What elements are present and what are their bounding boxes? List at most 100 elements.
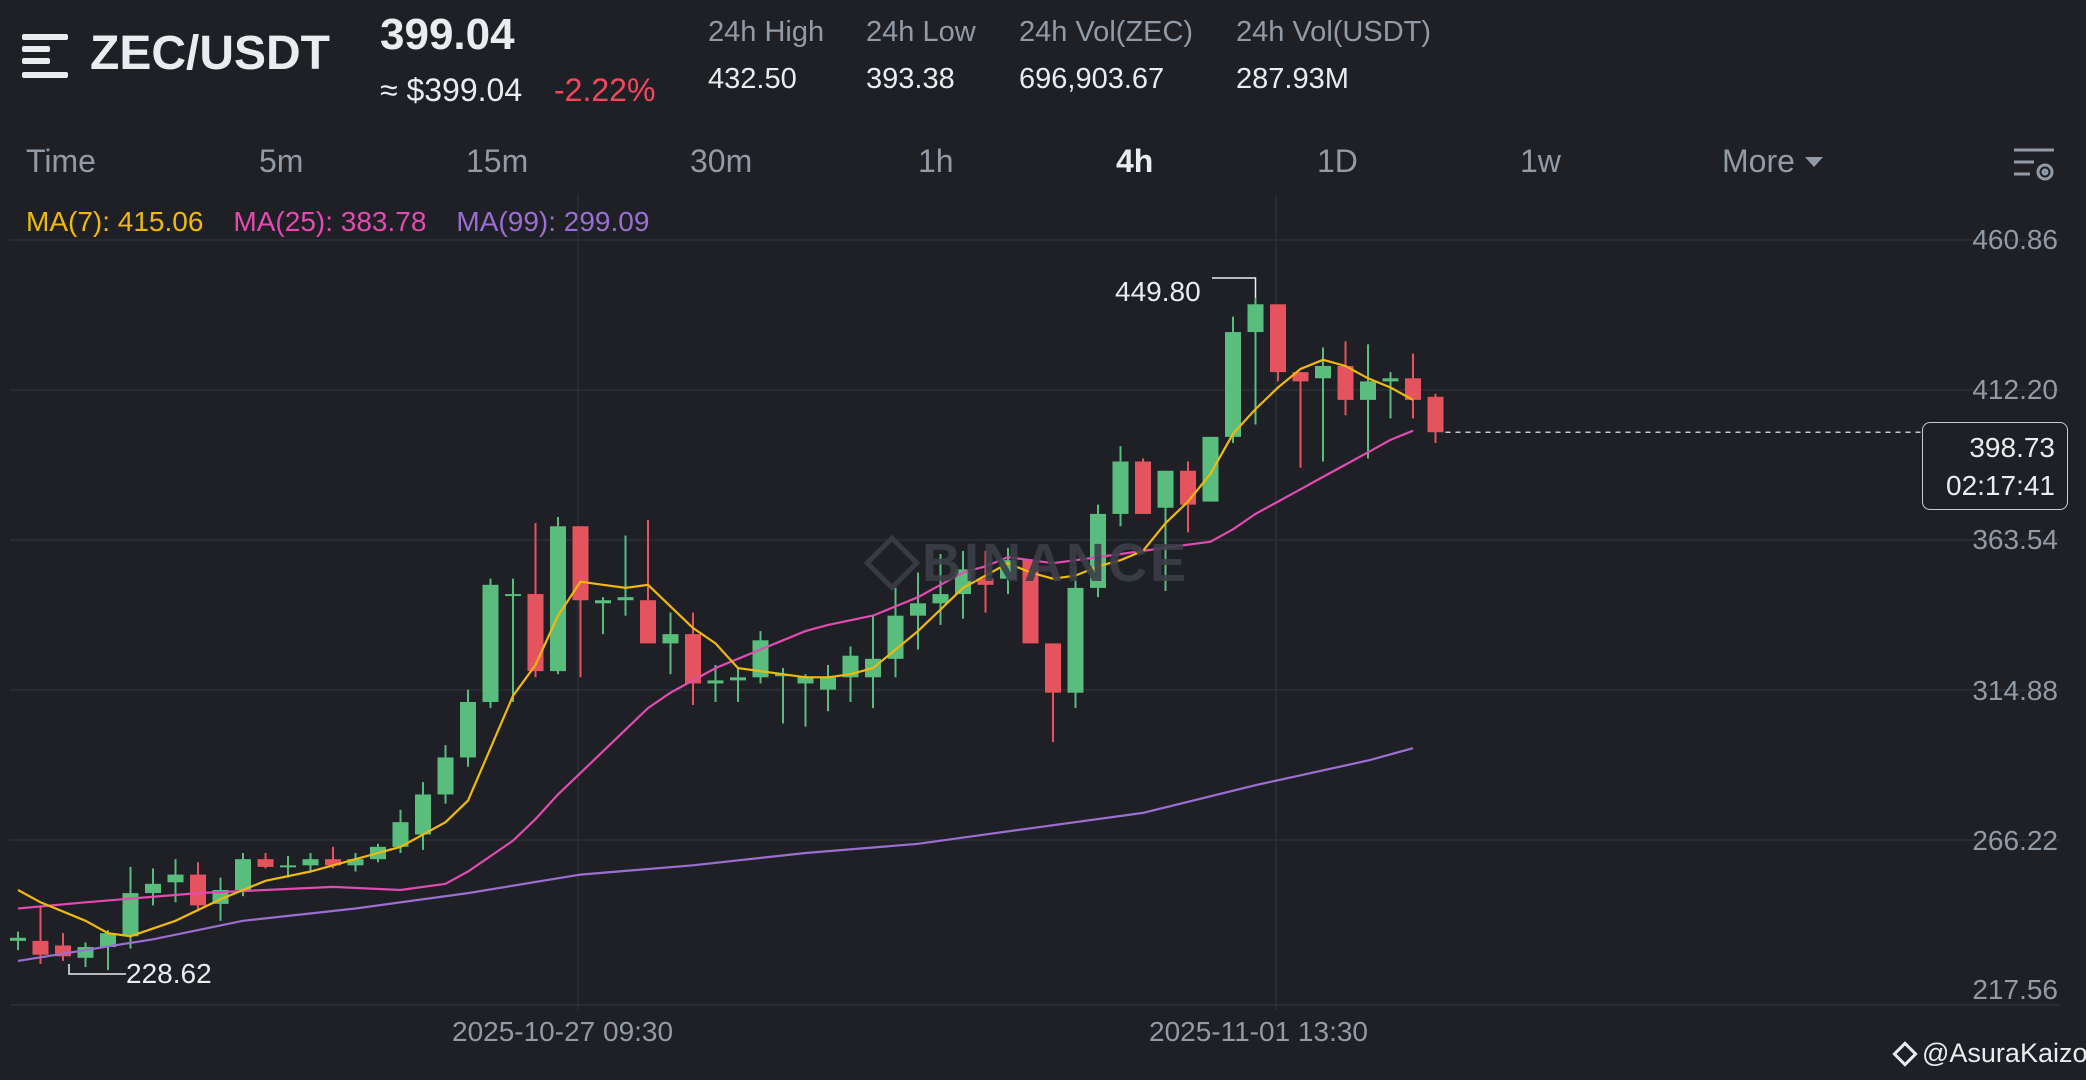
candle-body: [10, 937, 26, 941]
stat-label: 24h High: [708, 16, 825, 48]
candle-body: [910, 603, 926, 616]
ma99-label: MA(99): 299.09: [456, 206, 650, 237]
binance-logo-icon: [863, 534, 921, 592]
candle-body: [302, 859, 319, 866]
candle-body: [1135, 461, 1151, 514]
price-change: -2.22%: [554, 72, 656, 108]
candles: [10, 298, 1444, 971]
candle-body: [122, 893, 139, 937]
candle-body: [1067, 587, 1084, 693]
moving-averages: [17, 358, 1414, 962]
candle-body: [977, 578, 994, 585]
candle-body: [347, 859, 364, 866]
candle-body: [1225, 332, 1241, 437]
candle-body: [1045, 643, 1061, 693]
candle-body: [415, 794, 431, 835]
candle-body: [932, 594, 949, 604]
last-price-value: 398.73: [1969, 432, 2055, 463]
candle-body: [280, 865, 296, 868]
candle-body: [820, 677, 836, 690]
price-tick: 412.20: [1972, 374, 2058, 405]
stat-value: 287.93M: [1236, 63, 1349, 95]
candle-body: [1180, 470, 1196, 505]
tab-5m[interactable]: 5m: [259, 143, 304, 179]
credit: @AsuraKaizo: [1892, 1038, 2086, 1069]
candle-body: [617, 597, 634, 601]
candle-body: [1382, 378, 1399, 382]
price-tick: 363.54: [1972, 524, 2058, 555]
ma99-line: [17, 747, 1414, 962]
candle-body: [1157, 470, 1174, 508]
low-leader: [68, 963, 126, 975]
candle-body: [685, 634, 701, 684]
markers: [68, 277, 1922, 975]
candle-body: [1112, 461, 1129, 514]
candle-body: [100, 933, 116, 948]
candle-body: [482, 584, 499, 702]
candle-body: [1315, 365, 1331, 379]
candlestick-chart[interactable]: [0, 195, 2086, 1015]
pair-name[interactable]: ZEC/USDT: [90, 27, 330, 80]
candle-body: [1337, 365, 1354, 400]
candle-countdown: 02:17:41: [1946, 470, 2055, 501]
price-tick: 266.22: [1972, 825, 2058, 856]
ma25-label: MA(25): 383.78: [233, 206, 427, 237]
candle-body: [1090, 513, 1106, 588]
candle-body: [730, 677, 746, 681]
stat-label: 24h Vol(USDT): [1236, 16, 1432, 48]
ma25-line: [17, 429, 1414, 910]
candle-body: [1202, 436, 1219, 502]
candle-body: [1292, 372, 1309, 382]
candle-body: [145, 883, 161, 894]
stat-value: 696,903.67: [1019, 63, 1165, 95]
stat-24h-low: 24h Low 393.38: [866, 16, 976, 96]
candle-body: [257, 859, 274, 867]
tab-15m[interactable]: 15m: [466, 143, 529, 179]
candle-body: [527, 594, 544, 672]
interval-tabs: Time 5m 15m 30m 1h 4h 1D 1w More: [0, 135, 2086, 195]
candle-body: [640, 600, 656, 644]
stat-value: 432.50: [708, 63, 797, 95]
tab-1h[interactable]: 1h: [918, 143, 954, 179]
candle-body: [235, 859, 251, 890]
tab-30m[interactable]: 30m: [690, 143, 753, 179]
candle-body: [595, 600, 611, 604]
high-leader: [1212, 277, 1257, 299]
candle-body: [1270, 304, 1286, 373]
menu-icon[interactable]: [22, 34, 68, 78]
ma-indicators[interactable]: MA(7): 415.06 MA(25): 383.78 MA(99): 299…: [26, 206, 649, 238]
time-tick: 2025-10-27 09:30: [452, 1016, 674, 1047]
caret-down-icon: [1804, 156, 1823, 167]
candle-body: [1405, 378, 1421, 400]
price-tick: 217.56: [1972, 974, 2058, 1005]
candle-body: [842, 655, 859, 678]
stat-value: 393.38: [866, 63, 955, 95]
tab-4h[interactable]: 4h: [1116, 143, 1154, 179]
candle-body: [77, 947, 94, 958]
candle-body: [662, 634, 679, 644]
chart-settings-icon[interactable]: [2012, 146, 2056, 184]
candle-body: [55, 945, 71, 957]
tab-1w[interactable]: 1w: [1520, 143, 1561, 179]
tab-1d[interactable]: 1D: [1317, 143, 1358, 179]
candle-body: [707, 680, 724, 684]
tab-time[interactable]: Time: [26, 143, 96, 179]
candle-body: [460, 701, 476, 758]
candle-body: [1427, 396, 1444, 433]
low-label: 228.62: [126, 958, 212, 989]
binance-watermark: BINANCE: [863, 532, 1190, 594]
binance-square-icon: [1892, 1040, 1918, 1067]
candle-body: [190, 874, 206, 906]
ma7-label: MA(7): 415.06: [26, 206, 204, 237]
stat-label: 24h Low: [866, 16, 976, 48]
watermark-text: BINANCE: [922, 533, 1190, 593]
candle-body: [392, 822, 409, 847]
more-dropdown[interactable]: More: [1722, 143, 1823, 180]
candle-body: [1247, 304, 1264, 333]
candle-body: [752, 640, 769, 678]
ticker-header: ZEC/USDT 399.04 ≈ $399.04 -2.22% 24h Hig…: [0, 0, 2086, 135]
last-price: 399.04: [380, 10, 515, 59]
stat-24h-vol-zec: 24h Vol(ZEC) 696,903.67: [1019, 16, 1193, 96]
usd-price: ≈ $399.04: [380, 72, 523, 108]
ma7-line: [17, 358, 1414, 938]
